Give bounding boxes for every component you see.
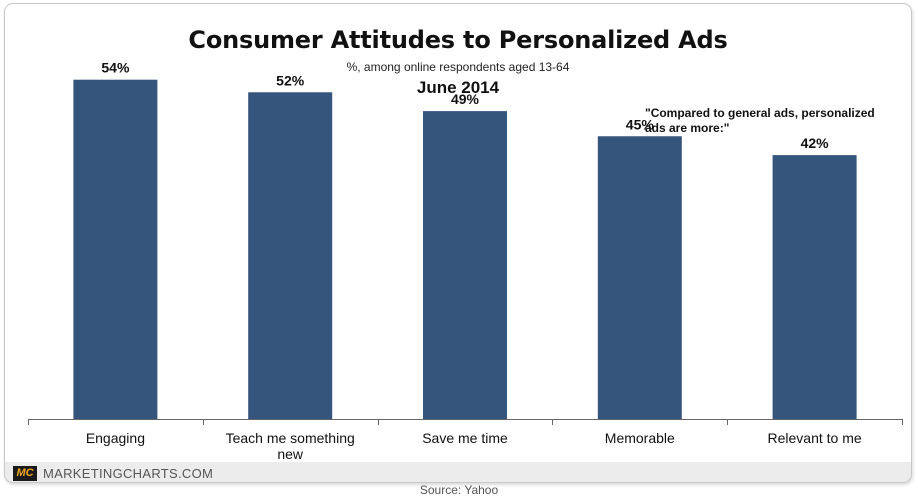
data-label: 45% — [626, 116, 655, 132]
bar-chart: 54% Engaging 52% Teach me something new 49% Sa… — [28, 60, 903, 462]
bar — [597, 136, 682, 419]
chart-date: June 2014 — [416, 78, 500, 97]
chart-frame: Consumer Attitudes to Personalized Ads %… — [4, 3, 912, 483]
x-tick-label: Memorable — [605, 430, 675, 446]
x-tick-label: Teach me something new — [226, 430, 355, 462]
data-label: 42% — [801, 135, 830, 151]
chart-subtitle: %, among online respondents aged 13-64 — [346, 60, 570, 74]
x-tick-label: Relevant to me — [768, 430, 862, 446]
x-tick-label: Engaging — [86, 430, 145, 446]
source-note: Source: Yahoo — [419, 483, 499, 497]
bar — [248, 92, 333, 420]
data-label: 49% — [451, 91, 480, 107]
data-label: 54% — [101, 60, 130, 76]
bar — [73, 79, 158, 419]
marketingcharts-logo-icon: MC — [13, 466, 37, 481]
chart-title: Consumer Attitudes to Personalized Ads — [188, 26, 728, 54]
chart-annotation: "Compared to general ads, personalized a… — [645, 106, 875, 135]
bar — [423, 111, 507, 419]
data-label: 52% — [276, 72, 305, 88]
brand-name: MARKETINGCHARTS.COM — [43, 466, 214, 481]
x-tick-label: Save me time — [422, 430, 508, 446]
bar — [772, 155, 857, 419]
footer-bar — [5, 462, 911, 482]
